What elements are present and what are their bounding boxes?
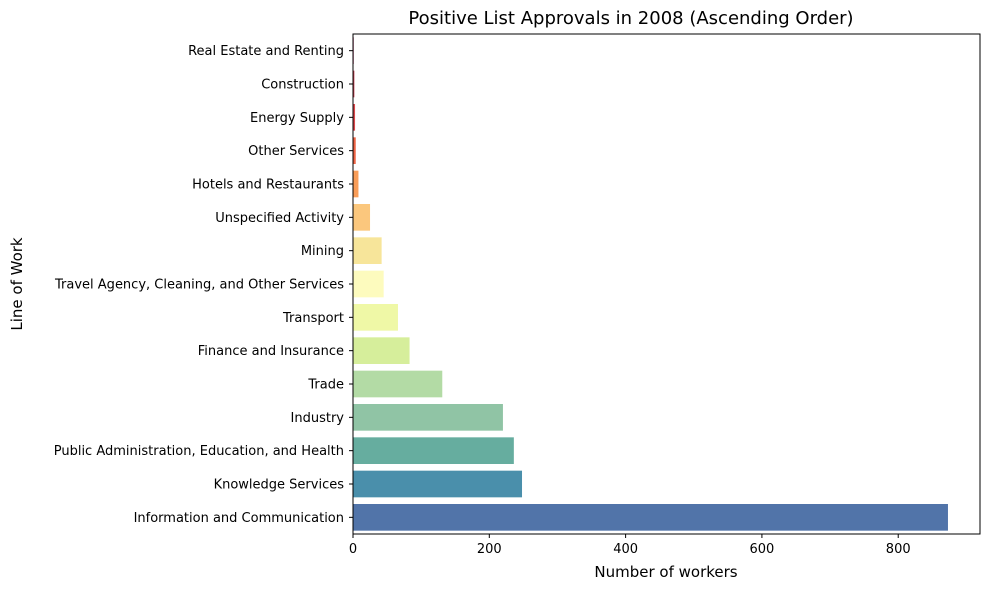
plot-area-frame xyxy=(352,33,981,535)
y-tick-label: Information and Communication xyxy=(134,511,344,526)
x-tick-labels: 0 200 400 600 800 xyxy=(349,534,911,557)
y-tick-label: Travel Agency, Cleaning, and Other Servi… xyxy=(54,278,344,293)
y-tick-label: Industry xyxy=(291,411,345,426)
y-axis-label: Line of Work xyxy=(8,237,26,331)
x-tick-label: 200 xyxy=(477,542,502,557)
y-tick-label: Hotels and Restaurants xyxy=(192,178,344,193)
bar xyxy=(353,404,503,431)
y-tick-label: Construction xyxy=(261,78,344,93)
bar xyxy=(353,137,356,164)
y-tick-label: Energy Supply xyxy=(250,111,344,126)
y-tick-label: Mining xyxy=(301,244,344,259)
bar xyxy=(353,204,371,231)
bar xyxy=(353,270,384,298)
bar xyxy=(353,504,948,531)
y-tick-label: Other Services xyxy=(248,144,344,159)
x-tick-label: 400 xyxy=(613,542,638,557)
bar xyxy=(353,337,410,364)
x-tick-label: 800 xyxy=(886,542,911,557)
bar xyxy=(353,104,356,131)
bar xyxy=(353,437,514,464)
bar xyxy=(353,370,443,398)
bar xyxy=(353,170,359,198)
chart-title: Positive List Approvals in 2008 (Ascendi… xyxy=(408,8,853,29)
y-tick-label: Knowledge Services xyxy=(214,478,345,493)
bar xyxy=(353,304,398,331)
y-tick-label: Transport xyxy=(282,311,344,326)
y-tick-label: Unspecified Activity xyxy=(215,211,344,226)
bar xyxy=(353,237,382,264)
bar xyxy=(353,70,355,98)
y-tick-label: Finance and Insurance xyxy=(198,344,344,359)
y-tick-label: Trade xyxy=(307,378,344,393)
x-tick-label: 0 xyxy=(349,542,357,557)
x-tick-label: 600 xyxy=(749,542,774,557)
y-tick-label: Real Estate and Renting xyxy=(188,44,344,59)
bar xyxy=(353,470,523,498)
y-tick-labels: Real Estate and Renting Construction Energ… xyxy=(54,44,353,526)
y-tick-label: Public Administration, Education, and He… xyxy=(54,444,344,459)
bars xyxy=(353,37,948,531)
x-axis-label: Number of workers xyxy=(594,563,737,581)
